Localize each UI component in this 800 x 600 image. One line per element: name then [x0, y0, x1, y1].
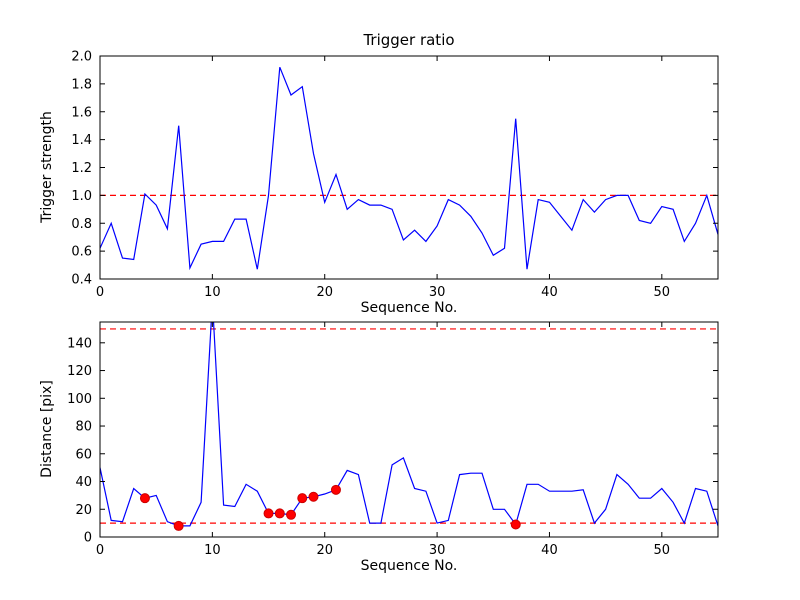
svg-text:50: 50: [654, 285, 671, 300]
svg-text:40: 40: [541, 543, 558, 558]
svg-text:1.0: 1.0: [71, 189, 92, 204]
svg-text:10: 10: [204, 543, 221, 558]
svg-text:20: 20: [75, 503, 92, 518]
svg-text:10: 10: [204, 285, 221, 300]
svg-text:100: 100: [67, 392, 92, 407]
svg-text:0: 0: [84, 531, 92, 546]
svg-text:1.2: 1.2: [71, 161, 92, 176]
svg-text:20: 20: [316, 285, 333, 300]
svg-text:120: 120: [67, 364, 92, 379]
svg-text:50: 50: [654, 543, 671, 558]
chart-title: Trigger ratio: [363, 31, 455, 49]
svg-text:0: 0: [96, 285, 104, 300]
svg-text:1.6: 1.6: [71, 105, 92, 120]
svg-text:140: 140: [67, 336, 92, 351]
bottom-x-axis-label: Sequence No.: [360, 558, 458, 574]
top-x-axis-label: Sequence No.: [360, 300, 458, 316]
svg-text:0.4: 0.4: [71, 273, 92, 288]
svg-text:0.8: 0.8: [71, 217, 92, 232]
svg-text:1.4: 1.4: [71, 133, 92, 148]
svg-text:30: 30: [429, 285, 446, 300]
svg-text:30: 30: [429, 543, 446, 558]
svg-text:40: 40: [541, 285, 558, 300]
top-plot-trigger-ratio: 0 10 20 30 40 50 0.4 0.6 0.8 1.0 1.2 1.4 1.6 1.8 2.0: [71, 50, 719, 300]
svg-text:80: 80: [75, 420, 92, 435]
svg-text:1.8: 1.8: [71, 77, 92, 92]
svg-text:0.6: 0.6: [71, 245, 92, 260]
svg-text:40: 40: [75, 475, 92, 490]
svg-text:2.0: 2.0: [71, 50, 92, 65]
bottom-plot-distance: 0 10 20 30 40 50 0 20 40 60 80 100 120 140: [67, 321, 719, 558]
svg-text:20: 20: [316, 543, 333, 558]
svg-text:60: 60: [75, 447, 92, 462]
svg-text:0: 0: [96, 543, 104, 558]
